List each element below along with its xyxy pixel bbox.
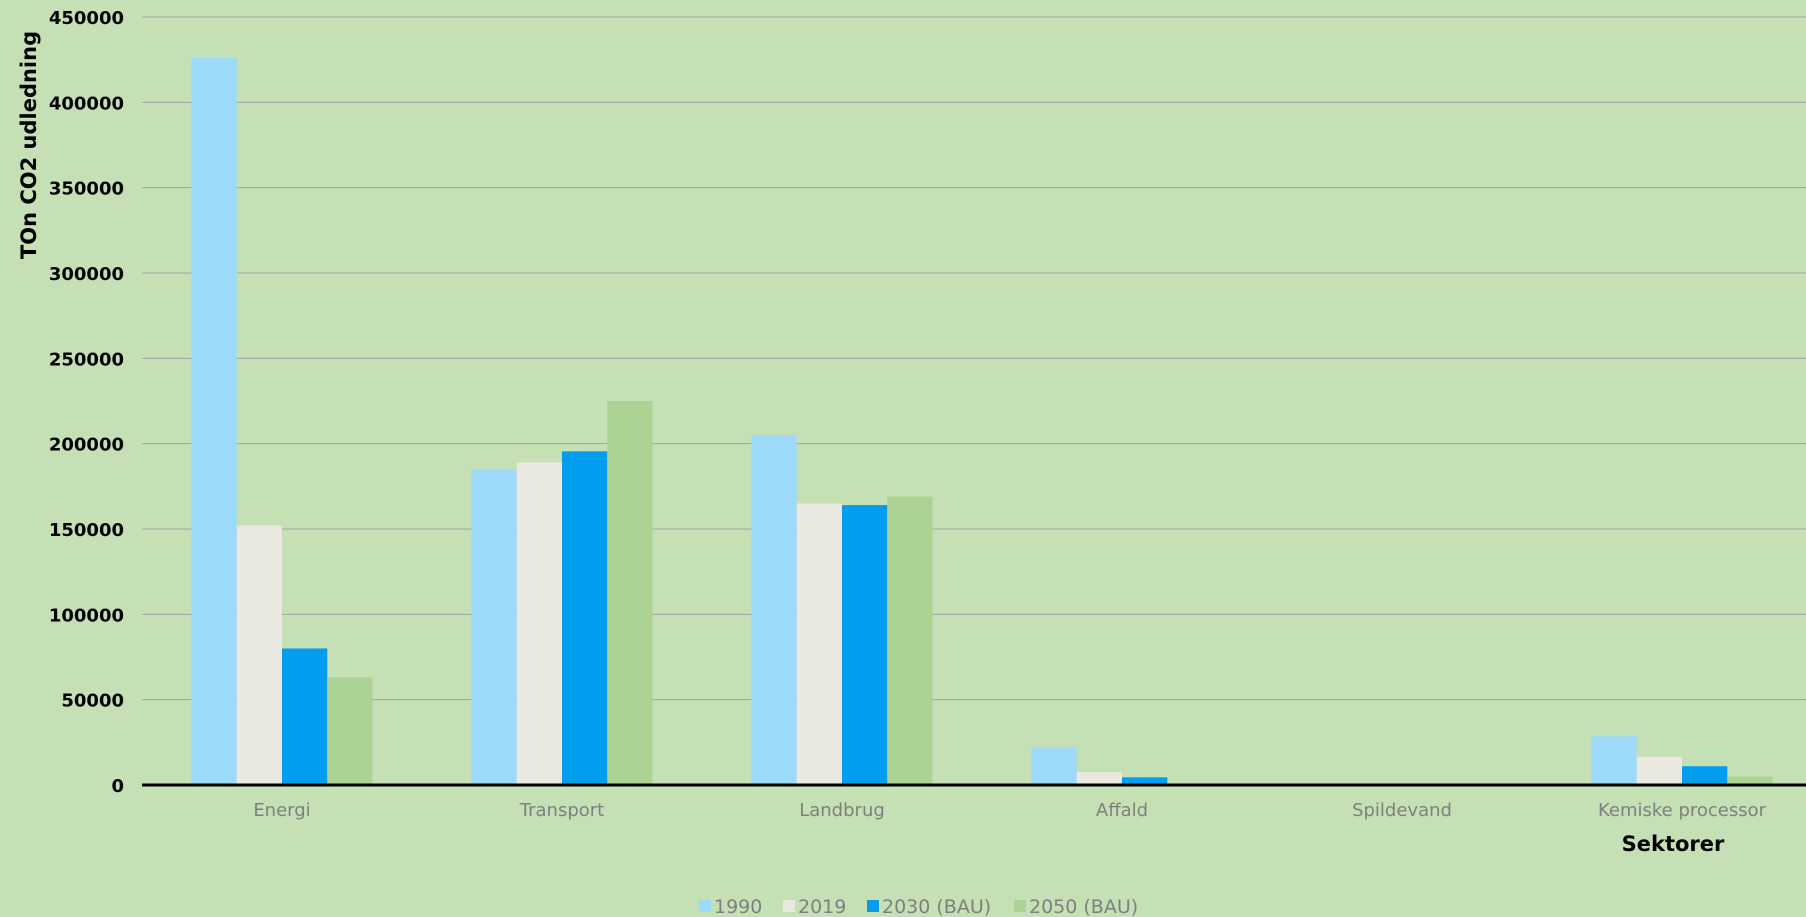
bar [1031, 747, 1077, 785]
bar [887, 496, 933, 785]
bar [1727, 776, 1773, 785]
bar [516, 462, 562, 785]
bar [842, 505, 888, 785]
gridlines [142, 16, 1806, 701]
bar [562, 451, 608, 785]
y-tick-label: 300000 [49, 264, 124, 285]
y-tick-label: 50000 [61, 691, 124, 712]
legend-label: 2019 [798, 896, 846, 917]
y-tick-label: 250000 [49, 349, 124, 370]
x-tick-label: Landbrug [799, 800, 885, 821]
legend: 1990 2019 2030 (BAU) 2050 (BAU) [699, 896, 1138, 917]
bars [191, 57, 1773, 785]
bar [471, 469, 517, 785]
y-tick-label: 150000 [49, 520, 124, 541]
bar [1591, 736, 1637, 785]
y-tick-label: 0 [111, 776, 124, 797]
legend-swatch [1014, 900, 1026, 912]
x-tick-label: Kemiske processor [1598, 800, 1767, 821]
x-tick-label: Energi [253, 800, 310, 821]
x-tick-label: Transport [519, 800, 604, 821]
legend-swatch [867, 900, 879, 912]
x-tick-label: Spildevand [1352, 800, 1452, 821]
bar [1682, 766, 1728, 785]
legend-label: 2030 (BAU) [882, 896, 991, 917]
bar [1122, 777, 1168, 785]
bar [1636, 756, 1682, 785]
y-axis-ticks: 0 50000 100000 150000 200000 250000 300000 3500… [49, 8, 124, 797]
legend-swatch [783, 900, 795, 912]
x-axis-ticks: Energi Transport Landbrug Affald Spildevand K… [253, 800, 1766, 821]
bar [796, 503, 842, 785]
y-tick-label: 400000 [49, 93, 124, 114]
y-tick-label: 200000 [49, 435, 124, 456]
bar [282, 648, 328, 785]
legend-label: 1990 [714, 896, 762, 917]
x-tick-label: Affald [1096, 800, 1148, 821]
legend-label: 2050 (BAU) [1029, 896, 1138, 917]
bar [607, 401, 653, 785]
bar [327, 677, 373, 785]
bar [751, 435, 797, 785]
y-axis-title: TOn CO2 udledning [17, 31, 41, 259]
bar [191, 57, 237, 785]
bar [1076, 772, 1122, 785]
y-tick-label: 100000 [49, 605, 124, 626]
x-axis-title: Sektorer [1622, 832, 1725, 856]
bar [236, 525, 282, 785]
legend-swatch [699, 900, 711, 912]
y-tick-label: 450000 [49, 8, 124, 29]
y-tick-label: 350000 [49, 179, 124, 200]
